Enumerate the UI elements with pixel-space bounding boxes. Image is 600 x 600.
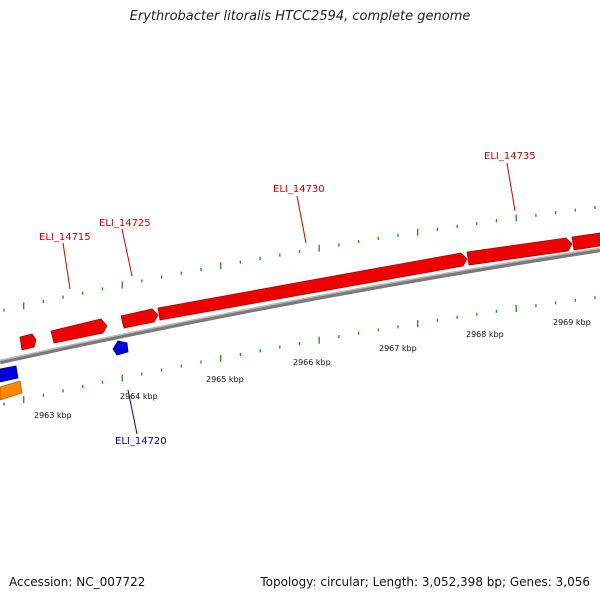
- outer-tick-row: [3, 206, 596, 312]
- gene-label-eli-14730: ELI_14730: [273, 184, 325, 195]
- gene-arrow-eli-14715[interactable]: [50, 318, 108, 344]
- genome-backbone-highlight: [0, 247, 600, 362]
- gene-arrow-small[interactable]: [19, 333, 37, 351]
- leader-eli-14725: [121, 228, 133, 277]
- leader-eli-14715: [62, 242, 71, 290]
- scale-label-2967: 2967 kbp: [379, 344, 417, 353]
- gene-arrow-eli-14735[interactable]: [571, 232, 600, 251]
- scale-label-2966: 2966 kbp: [293, 358, 331, 367]
- scale-label-2969: 2969 kbp: [553, 318, 591, 327]
- gene-arrow-mid[interactable]: [466, 237, 573, 266]
- inner-tick-row: [3, 296, 596, 406]
- gene-arrow-blue-edge[interactable]: [0, 365, 19, 383]
- accession-text: Accession: NC_007722: [9, 575, 146, 589]
- gene-arrow-orange-edge[interactable]: [0, 380, 23, 401]
- genome-backbone: [0, 247, 600, 365]
- gene-label-eli-14725: ELI_14725: [99, 218, 151, 229]
- leader-eli-14720: [127, 389, 138, 435]
- gene-arrow-eli-14730[interactable]: [157, 252, 468, 321]
- scale-label-2965: 2965 kbp: [206, 375, 244, 384]
- genome-summary-text: Topology: circular; Length: 3,052,398 bp…: [260, 575, 590, 589]
- gene-label-eli-14720: ELI_14720: [115, 436, 167, 447]
- gene-label-eli-14715: ELI_14715: [39, 232, 91, 243]
- scale-label-2968: 2968 kbp: [466, 330, 504, 339]
- scale-label-2964: 2964 kbp: [120, 392, 158, 401]
- scale-label-2963: 2963 kbp: [34, 411, 72, 420]
- page-title: Erythrobacter litoralis HTCC2594, comple…: [129, 9, 471, 24]
- gene-label-eli-14735: ELI_14735: [484, 151, 536, 162]
- gene-arrow-eli-14720[interactable]: [112, 340, 129, 356]
- gene-arrow-eli-14725[interactable]: [120, 308, 159, 329]
- leader-eli-14730: [296, 195, 307, 244]
- leader-eli-14735: [506, 162, 516, 212]
